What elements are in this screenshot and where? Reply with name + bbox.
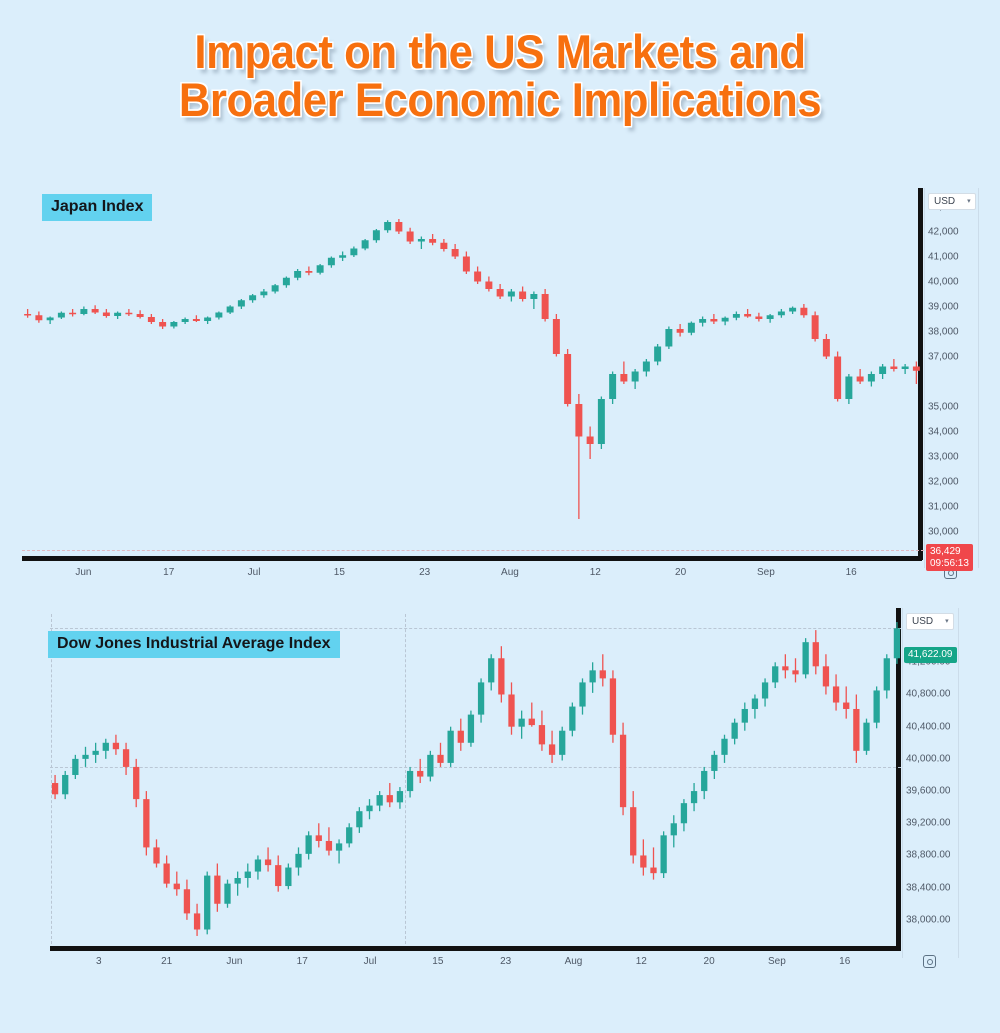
time-tick: Sep	[768, 956, 786, 967]
last-price-value: 41,622.09	[908, 649, 953, 660]
time-tick: 16	[839, 956, 851, 967]
candlestick-plot-japan-index[interactable]	[22, 194, 922, 544]
price-tick: 41,000	[928, 251, 959, 262]
chevron-down-icon: ▾	[967, 198, 971, 205]
price-tick: 30,000	[928, 526, 959, 537]
chart-axis-bottom	[22, 556, 922, 561]
price-tick: 39,200.00	[906, 817, 951, 829]
price-scale[interactable]: 41,200.0040,800.0040,400.0040,000.0039,6…	[906, 614, 962, 944]
last-price-badge: 41,622.09	[904, 647, 957, 663]
time-tick: 20	[675, 567, 687, 578]
title-line-1: Impact on the US Markets and	[194, 25, 806, 78]
time-tick: 17	[163, 567, 175, 578]
time-tick: 16	[845, 567, 857, 578]
chart-title-dow-jones: Dow Jones Industrial Average Index	[48, 631, 340, 658]
gridline	[50, 766, 901, 768]
time-tick: 17	[296, 956, 308, 967]
time-tick: Jul	[363, 956, 377, 967]
candlestick-plot-dow-jones[interactable]	[50, 614, 902, 944]
time-tick: Jul	[247, 567, 261, 578]
price-tick: 38,800.00	[906, 849, 951, 861]
chart-axis-bottom	[50, 946, 901, 951]
last-price-value: 36,429	[930, 546, 961, 557]
price-tick: 40,000.00	[906, 753, 951, 765]
chart-panel-japan-index: Japan Index USD ▾ 43,00042,00041,00040,0…	[0, 180, 1000, 580]
time-tick: 12	[635, 956, 647, 967]
price-scale-separator	[924, 188, 925, 568]
currency-label: USD	[912, 616, 934, 627]
title-line-2: Broader Economic Implications	[178, 72, 822, 126]
time-tick: Sep	[756, 567, 775, 578]
price-tick: 42,000	[928, 226, 959, 237]
price-scale[interactable]: 43,00042,00041,00040,00039,00038,00037,0…	[928, 194, 976, 544]
gear-icon[interactable]	[923, 955, 936, 968]
price-tick: 40,800.00	[906, 688, 951, 700]
time-tick: Jun	[226, 956, 243, 967]
candlestick-series	[51, 622, 901, 936]
time-tick: 15	[432, 956, 444, 967]
price-tick: 38,400.00	[906, 882, 951, 894]
price-tick: 31,000	[928, 501, 959, 512]
time-tick: Aug	[501, 567, 519, 578]
price-tick: 38,000	[928, 326, 959, 337]
candlestick-series	[24, 219, 920, 519]
page-title: Impact on the US Markets and Broader Eco…	[0, 28, 1000, 124]
price-tick: 37,000	[928, 351, 959, 362]
price-tick: 40,400.00	[906, 721, 951, 733]
plot-start-line	[51, 614, 52, 944]
time-scale-separator	[978, 188, 979, 568]
currency-selector[interactable]: USD ▾	[906, 613, 954, 630]
chevron-down-icon: ▾	[945, 618, 949, 625]
last-price-time: 09:56:13	[930, 557, 969, 569]
time-scale[interactable]: 3 21 Jun 17 Jul 15 23 Aug 12 20 Sep 16	[50, 955, 901, 971]
currency-selector[interactable]: USD ▾	[928, 193, 976, 210]
time-tick: 15	[333, 567, 345, 578]
price-tick: 40,000	[928, 276, 959, 287]
price-scale-separator	[902, 608, 903, 958]
chart-panel-dow-jones: Dow Jones Industrial Average Index USD ▾…	[0, 600, 1000, 1010]
price-tick: 35,000	[928, 401, 959, 412]
currency-label: USD	[934, 196, 956, 207]
time-tick: 21	[161, 956, 173, 967]
time-tick: 23	[419, 567, 431, 578]
last-price-line	[22, 550, 924, 551]
time-tick: 23	[500, 956, 512, 967]
price-tick: 39,000	[928, 301, 959, 312]
price-tick: 33,000	[928, 451, 959, 462]
chart-axis-left	[918, 188, 923, 560]
chart-title-japan-index: Japan Index	[42, 194, 153, 221]
time-tick: 3	[96, 956, 102, 967]
time-scale[interactable]: Jun 17 Jul 15 23 Aug 12 20 Sep 16	[22, 566, 922, 582]
last-price-badge: 36,429 09:56:13	[926, 544, 973, 571]
price-tick: 38,000.00	[906, 914, 951, 926]
time-tick: 20	[703, 956, 715, 967]
session-divider-line	[405, 614, 406, 944]
time-scale-separator	[958, 608, 959, 958]
time-tick: Aug	[564, 956, 583, 967]
gridline	[50, 628, 901, 630]
price-tick: 39,600.00	[906, 785, 951, 797]
time-tick: Jun	[75, 567, 92, 578]
time-tick: 12	[589, 567, 601, 578]
chart-axis-left	[896, 608, 901, 950]
price-tick: 34,000	[928, 426, 959, 437]
price-tick: 32,000	[928, 476, 959, 487]
